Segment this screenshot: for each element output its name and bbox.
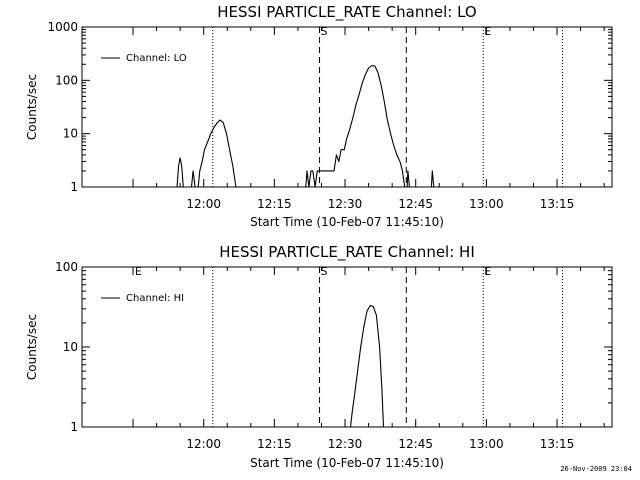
plot-frame [81, 26, 613, 188]
series-line-segment [349, 304, 385, 428]
x-tick-label: 12:00 [186, 437, 221, 451]
legend-label: Channel: HI [126, 293, 184, 304]
x-tick-label: 13:00 [469, 197, 504, 211]
y-tick-label: 1 [70, 180, 78, 194]
time-marker-label: E [484, 25, 491, 38]
legend-label: Channel: LO [126, 53, 187, 64]
series-line-segment [190, 170, 196, 188]
chart-title: HESSI PARTICLE_RATE Channel: HI [219, 243, 475, 262]
time-marker-label: E [484, 265, 491, 278]
y-tick-label: 10 [63, 340, 78, 354]
x-tick-label: 12:30 [328, 197, 363, 211]
time-marker-label: S [321, 265, 328, 278]
y-axis-label: Counts/sec [25, 314, 39, 380]
x-axis-label: Start Time (10-Feb-07 11:45:10) [250, 215, 444, 229]
x-tick-label: 13:15 [540, 437, 575, 451]
footer-timestamp: 26-Nov-2009 23:04 [560, 465, 632, 473]
y-tick-label: 10 [63, 127, 78, 141]
x-tick-label: 13:00 [469, 437, 504, 451]
series-line-segment [305, 64, 406, 188]
series-line-segment [406, 170, 410, 188]
y-tick-label: 1 [70, 420, 78, 434]
y-tick-label: 100 [55, 73, 78, 87]
chart-title: HESSI PARTICLE_RATE Channel: LO [217, 3, 476, 22]
series-line-segment [197, 119, 237, 188]
x-tick-label: 12:15 [257, 437, 292, 451]
time-marker-label: E [135, 265, 142, 278]
plot-frame [81, 266, 613, 428]
x-tick-label: 12:15 [257, 197, 292, 211]
x-axis-label: Start Time (10-Feb-07 11:45:10) [250, 456, 444, 470]
time-marker-label: S [321, 25, 328, 38]
x-tick-label: 12:00 [186, 197, 221, 211]
x-tick-label: 13:15 [540, 197, 575, 211]
y-tick-label: 1000 [47, 20, 78, 34]
series-line-segment [430, 170, 435, 188]
chart-panel-1: HESSI PARTICLE_RATE Channel: LO 12:00 12:1… [25, 3, 613, 229]
y-tick-label: 100 [55, 260, 78, 274]
x-tick-label: 12:45 [398, 437, 433, 451]
x-tick-label: 12:30 [328, 437, 363, 451]
chart-panel-2: HESSI PARTICLE_RATE Channel: HI 12:00 12:1… [25, 243, 613, 470]
series-line-segment [176, 157, 184, 188]
y-axis-label: Counts/sec [25, 74, 39, 140]
x-tick-label: 12:45 [398, 197, 433, 211]
